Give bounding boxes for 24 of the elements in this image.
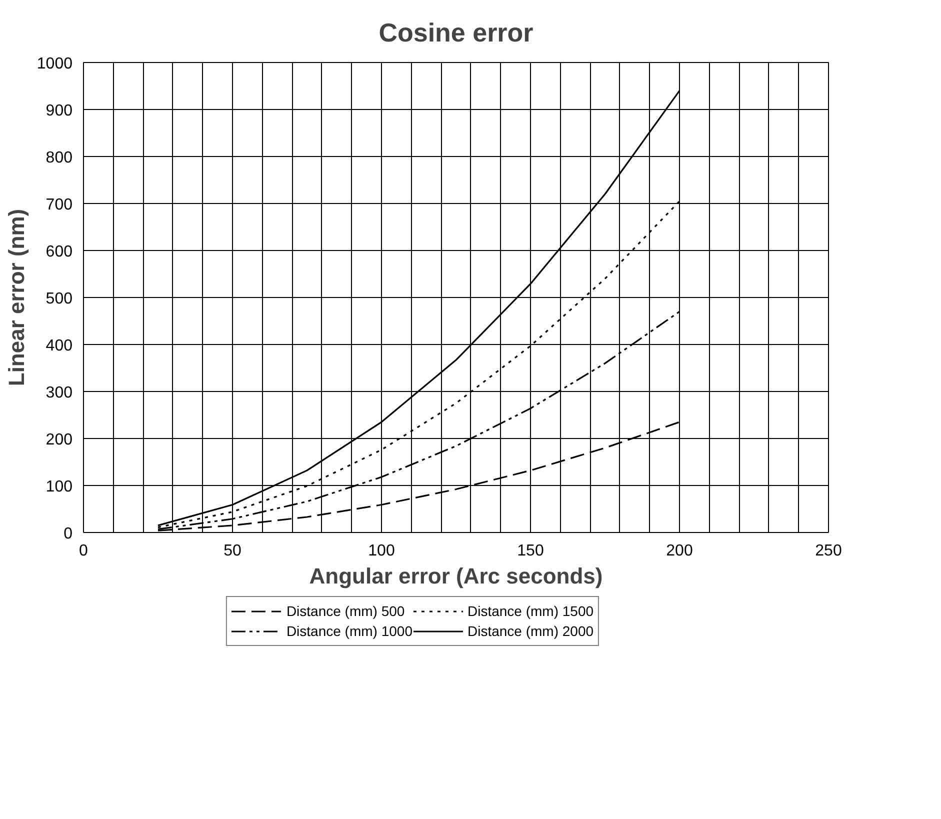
y-tick-label: 500 [46, 290, 73, 308]
x-tick-label: 50 [224, 542, 242, 560]
x-axis-title: Angular error (Arc seconds) [309, 564, 603, 588]
y-tick-label: 200 [46, 432, 73, 448]
y-tick-label: 400 [46, 338, 73, 354]
x-tick-label: 250 [815, 542, 842, 560]
legend-label: Distance (mm) 1500 [467, 603, 594, 619]
y-tick-label: 900 [46, 102, 73, 120]
x-tick-label: 0 [79, 542, 88, 560]
y-tick-label: 100 [46, 478, 73, 496]
y-tick-label: 700 [46, 196, 73, 214]
legend-label: Distance (mm) 1000 [286, 623, 412, 639]
x-tick-label: 100 [368, 542, 395, 560]
y-tick-label: 300 [46, 384, 73, 402]
x-tick-label: 200 [666, 542, 693, 560]
legend-label: Distance (mm) 2000 [467, 623, 594, 639]
y-tick-label: 600 [46, 244, 73, 260]
legend-label: Distance (mm) 500 [286, 603, 405, 619]
chart-title: Cosine error [378, 18, 534, 48]
x-tick-label: 150 [517, 542, 544, 560]
y-tick-label: 800 [46, 150, 73, 166]
y-axis-title: Linear error (nm) [4, 208, 29, 386]
y-tick-label: 1000 [36, 56, 73, 72]
y-tick-label: 0 [64, 526, 73, 542]
